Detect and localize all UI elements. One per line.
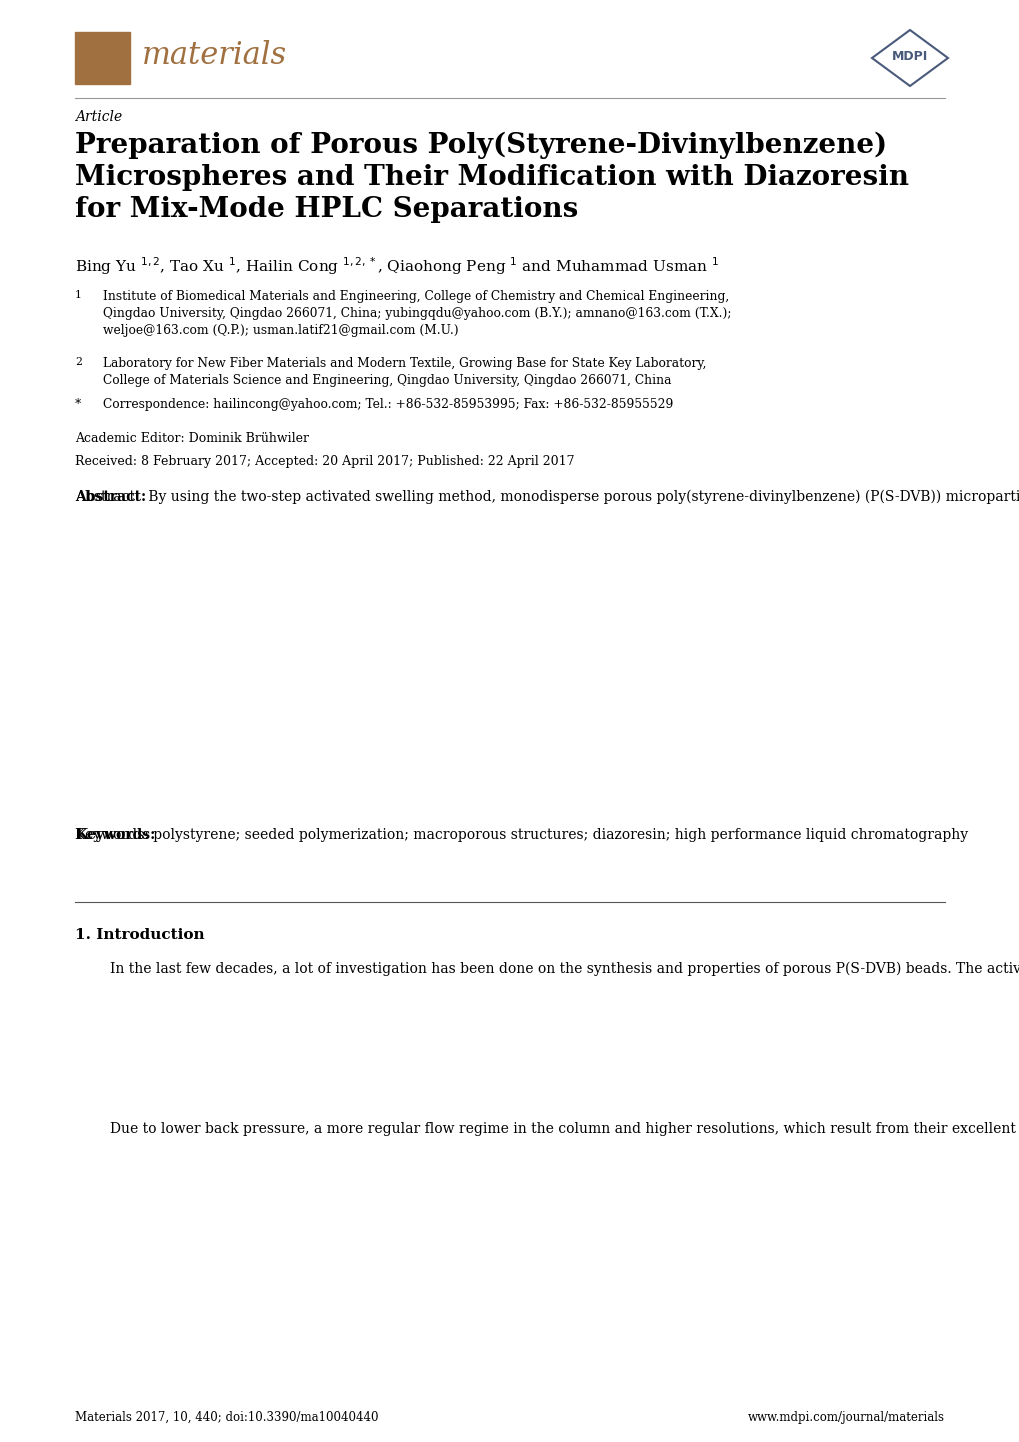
Bar [75, 32, 129, 84]
Text: Preparation of Porous Poly(Styrene-Divinylbenzene)
Microspheres and Their Modifi: Preparation of Porous Poly(Styrene-Divin… [75, 133, 908, 222]
Text: Bing Yu $^{1,2}$, Tao Xu $^{1}$, Hailin Cong $^{1,2,*}$, Qiaohong Peng $^{1}$ an: Bing Yu $^{1,2}$, Tao Xu $^{1}$, Hailin … [75, 255, 718, 277]
Text: Keywords:: Keywords: [75, 828, 155, 842]
Text: Laboratory for New Fiber Materials and Modern Textile, Growing Base for State Ke: Laboratory for New Fiber Materials and M… [103, 358, 706, 386]
Text: Academic Editor: Dominik Brühwiler: Academic Editor: Dominik Brühwiler [75, 433, 309, 446]
Text: Keywords: polystyrene; seeded polymerization; macroporous structures; diazoresin: Keywords: polystyrene; seeded polymeriza… [75, 828, 967, 842]
Text: MDPI: MDPI [891, 49, 927, 62]
Text: Institute of Biomedical Materials and Engineering, College of Chemistry and Chem: Institute of Biomedical Materials and En… [103, 290, 731, 337]
Text: *: * [75, 398, 82, 411]
Text: materials: materials [142, 40, 286, 71]
Text: www.mdpi.com/journal/materials: www.mdpi.com/journal/materials [747, 1412, 944, 1425]
Text: Correspondence: hailincong@yahoo.com; Tel.: +86-532-85953995; Fax: +86-532-85955: Correspondence: hailincong@yahoo.com; Te… [103, 398, 673, 411]
Text: Abstract:: Abstract: [75, 490, 146, 505]
Text: Article: Article [75, 110, 122, 124]
Text: In the last few decades, a lot of investigation has been done on the synthesis a: In the last few decades, a lot of invest… [110, 962, 1019, 976]
Text: Received: 8 February 2017; Accepted: 20 April 2017; Published: 22 April 2017: Received: 8 February 2017; Accepted: 20 … [75, 456, 574, 469]
Text: Abstract:  By using the two-step activated swelling method, monodisperse porous : Abstract: By using the two-step activate… [75, 490, 1019, 505]
Text: 2: 2 [75, 358, 82, 368]
Text: 1: 1 [75, 290, 82, 300]
Text: Materials 2017, 10, 440; doi:10.3390/ma10040440: Materials 2017, 10, 440; doi:10.3390/ma1… [75, 1412, 378, 1425]
Text: 1. Introduction: 1. Introduction [75, 929, 205, 942]
Text: Due to lower back pressure, a more regular flow regime in the column and higher : Due to lower back pressure, a more regul… [110, 1122, 1019, 1136]
